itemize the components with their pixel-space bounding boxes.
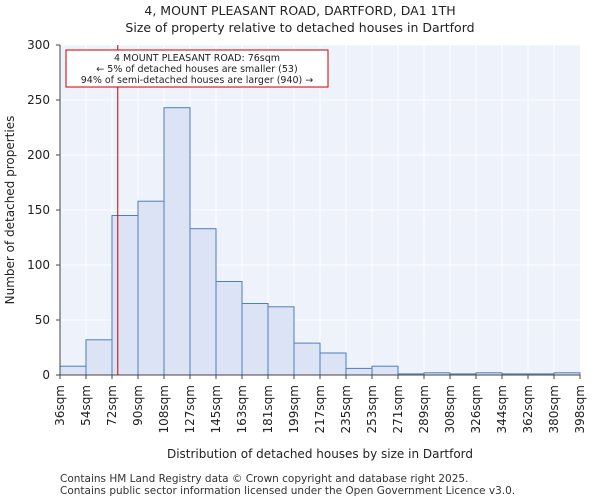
bar: [215, 281, 243, 376]
chart-svg: 0 50 100 150 200 250 300 36sqm 54sqm 72sqm 90sqm 1…: [3, 38, 587, 461]
annotation-frame: [65, 49, 329, 88]
bar: [371, 365, 399, 376]
y-tick-label: 200: [27, 148, 50, 162]
grid-lines: [60, 44, 580, 375]
x-tick-label: 163sqm: [235, 385, 249, 433]
x-tick-label: 380sqm: [547, 385, 561, 433]
annotation-line-3: 94% of semi-detached houses are larger (…: [81, 75, 314, 86]
bar: [319, 352, 347, 376]
bar: [267, 306, 295, 376]
x-tick-label: 289sqm: [417, 385, 431, 433]
bar: [111, 215, 139, 376]
y-tick-label: 250: [27, 93, 50, 107]
x-tick-label: 217sqm: [313, 385, 327, 433]
x-tick-label: 127sqm: [183, 385, 197, 433]
x-tick-label: 235sqm: [339, 385, 353, 433]
y-ticks: 0 50 100 150 200 250 300: [27, 38, 60, 382]
x-axis-label: Distribution of detached houses by size …: [167, 447, 473, 461]
y-axis-label: Number of detached properties: [3, 116, 17, 305]
x-tick-label: 308sqm: [443, 385, 457, 433]
bars: [59, 107, 581, 376]
x-tick-label: 108sqm: [157, 385, 171, 433]
x-tick-label: 181sqm: [261, 385, 275, 433]
x-tick-label: 145sqm: [209, 385, 223, 433]
bar: [345, 367, 373, 376]
footer-copyright: Contains HM Land Registry data © Crown c…: [60, 473, 469, 485]
x-tick-label: 72sqm: [105, 385, 119, 426]
x-tick-label: 199sqm: [287, 385, 301, 433]
annotation-box: 4 MOUNT PLEASANT ROAD: 76sqm ← 5% of det…: [65, 49, 329, 88]
y-tick-label: 0: [42, 368, 50, 382]
bar: [59, 365, 87, 376]
bar: [189, 228, 217, 376]
annotation-line-1: 4 MOUNT PLEASANT ROAD: 76sqm: [114, 53, 280, 64]
x-tick-label: 90sqm: [131, 385, 145, 426]
x-tick-label: 36sqm: [53, 385, 67, 426]
bar: [163, 107, 191, 376]
x-tick-label: 344sqm: [495, 385, 509, 433]
bar: [85, 339, 113, 376]
x-ticks: 36sqm 54sqm 72sqm 90sqm 108sqm 127sqm 145sqm 16…: [53, 375, 587, 433]
y-tick-label: 100: [27, 258, 50, 272]
x-tick-label: 362sqm: [521, 385, 535, 433]
bar: [137, 200, 165, 376]
x-tick-label: 326sqm: [469, 385, 483, 433]
bar: [293, 342, 321, 376]
footer-licence: Contains public sector information licen…: [60, 485, 516, 497]
x-tick-label: 54sqm: [79, 385, 93, 426]
chart-title: 4, MOUNT PLEASANT ROAD, DARTFORD, DA1 1T…: [144, 3, 456, 18]
y-tick-label: 150: [27, 203, 50, 217]
x-tick-label: 398sqm: [573, 385, 587, 433]
x-tick-label: 271sqm: [391, 385, 405, 433]
chart-subtitle: Size of property relative to detached ho…: [125, 20, 475, 35]
bar: [241, 303, 269, 376]
x-tick-label: 253sqm: [365, 385, 379, 433]
y-tick-label: 50: [35, 313, 50, 327]
annotation-line-2: ← 5% of detached houses are smaller (53): [96, 64, 297, 75]
y-tick-label: 300: [27, 38, 50, 52]
